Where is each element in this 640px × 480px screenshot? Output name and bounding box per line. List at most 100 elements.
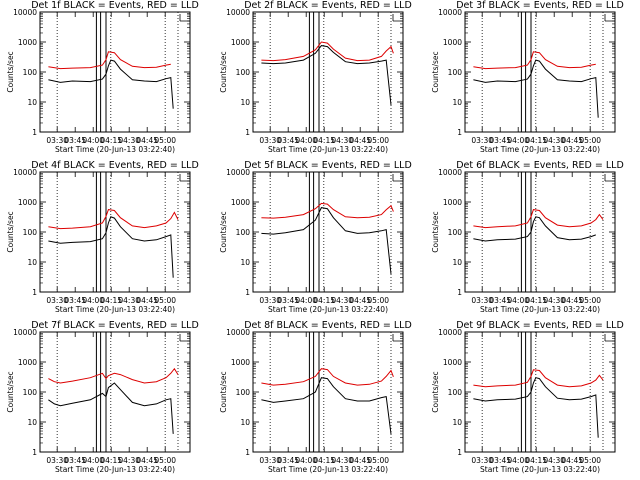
x-tick-label: 03:30 <box>259 296 281 305</box>
x-tick-label: 03:30 <box>46 456 68 465</box>
y-tick-label: 10 <box>240 418 250 427</box>
x-axis-label: Start Time (20-Jun-13 03:22:40) <box>268 305 388 314</box>
plot-frame <box>252 171 404 293</box>
panel-title: Det 6f BLACK = Events, RED = LLD <box>456 160 624 171</box>
y-tick-label: 100 <box>23 68 38 77</box>
panel-title: Det 4f BLACK = Events, RED = LLD <box>31 160 199 171</box>
x-tick-label: 03:45 <box>277 136 299 145</box>
y-tick-label: 100 <box>236 68 251 77</box>
x-tick-label: 04:15 <box>313 456 335 465</box>
detector-panel-2: Det 2f BLACK = Events, RED = LLD 1 10 100 10… <box>219 0 412 154</box>
y-axis-label: Counts/sec <box>219 211 228 252</box>
plot-frame <box>39 331 191 453</box>
y-tick-label: 10000 <box>438 8 462 17</box>
x-tick-label: 05:00 <box>579 456 601 465</box>
y-tick-label: 100 <box>448 228 463 237</box>
y-tick-label: 10 <box>27 418 37 427</box>
x-tick-label: 04:45 <box>349 456 371 465</box>
x-tick-label: 04:45 <box>561 456 583 465</box>
x-tick-label: 04:45 <box>136 456 158 465</box>
x-tick-label: 03:45 <box>277 296 299 305</box>
panel-title: Det 2f BLACK = Events, RED = LLD <box>244 0 412 11</box>
x-tick-label: 04:30 <box>331 296 353 305</box>
x-tick-label: 04:30 <box>543 136 565 145</box>
y-tick-label: 10000 <box>226 8 250 17</box>
series-line-events <box>48 382 174 434</box>
y-tick-label: 1 <box>457 128 462 137</box>
x-tick-label: 03:45 <box>64 136 86 145</box>
y-tick-label: 10 <box>240 98 250 107</box>
detector-panel-5: Det 5f BLACK = Events, RED = LLD 1 10 100 10… <box>219 160 412 314</box>
x-tick-label: 03:30 <box>259 456 281 465</box>
x-tick-label: 04:30 <box>543 296 565 305</box>
range-bracket <box>604 334 615 342</box>
detector-panel-4: Det 4f BLACK = Events, RED = LLD 1 10 100 10… <box>6 160 199 314</box>
y-tick-label: 1000 <box>443 198 462 207</box>
x-tick-label: 05:00 <box>579 136 601 145</box>
plot-frame <box>252 331 404 453</box>
plot-frame <box>39 171 191 293</box>
x-tick-label: 04:15 <box>313 136 335 145</box>
x-tick-label: 04:00 <box>295 296 317 305</box>
x-tick-label: 03:30 <box>471 296 493 305</box>
y-axis-label: Counts/sec <box>431 51 440 92</box>
x-tick-label: 03:30 <box>471 456 493 465</box>
x-tick-label: 04:30 <box>118 456 140 465</box>
y-tick-label: 10000 <box>438 328 462 337</box>
detector-panel-7: Det 7f BLACK = Events, RED = LLD 1 10 100 10… <box>6 320 199 474</box>
range-bracket <box>604 14 615 22</box>
x-tick-label: 04:45 <box>349 136 371 145</box>
series-line-lld <box>48 367 179 384</box>
x-tick-label: 04:15 <box>525 456 547 465</box>
series-line-events <box>261 207 392 274</box>
x-tick-label: 03:30 <box>46 136 68 145</box>
x-tick-label: 05:00 <box>367 136 389 145</box>
x-tick-label: 04:45 <box>136 136 158 145</box>
panel-title: Det 8f BLACK = Events, RED = LLD <box>244 320 412 331</box>
y-tick-label: 100 <box>448 68 463 77</box>
x-tick-label: 04:45 <box>561 136 583 145</box>
x-axis-label: Start Time (20-Jun-13 03:22:40) <box>480 305 600 314</box>
x-tick-label: 03:30 <box>259 136 281 145</box>
y-tick-label: 10000 <box>226 168 250 177</box>
panel-title: Det 9f BLACK = Events, RED = LLD <box>456 320 624 331</box>
y-tick-label: 10 <box>27 98 37 107</box>
x-tick-label: 04:00 <box>507 296 529 305</box>
y-tick-label: 1000 <box>443 358 462 367</box>
x-tick-label: 05:00 <box>367 456 389 465</box>
x-tick-label: 05:00 <box>579 296 601 305</box>
x-tick-label: 04:30 <box>118 136 140 145</box>
detector-panel-3: Det 3f BLACK = Events, RED = LLD 1 10 100 10… <box>431 0 624 154</box>
series-line-events <box>473 377 599 438</box>
x-tick-label: 04:00 <box>507 456 529 465</box>
series-line-events <box>48 59 174 109</box>
y-axis-label: Counts/sec <box>6 371 15 412</box>
series-line-lld <box>48 51 171 70</box>
detector-panel-6: Det 6f BLACK = Events, RED = LLD 1 10 100 10… <box>431 160 624 314</box>
y-tick-label: 1000 <box>443 38 462 47</box>
y-axis-label: Counts/sec <box>6 211 15 252</box>
x-tick-label: 05:00 <box>154 136 176 145</box>
range-bracket <box>392 14 403 22</box>
range-bracket <box>179 334 190 342</box>
y-axis-label: Counts/sec <box>431 211 440 252</box>
y-tick-label: 100 <box>23 388 38 397</box>
y-tick-label: 10 <box>452 258 462 267</box>
y-axis-label: Counts/sec <box>431 371 440 412</box>
series-line-events <box>261 45 392 105</box>
plot-frame <box>464 171 616 293</box>
x-tick-label: 03:45 <box>64 296 86 305</box>
x-tick-label: 04:45 <box>349 296 371 305</box>
panel-title: Det 5f BLACK = Events, RED = LLD <box>244 160 412 171</box>
x-tick-label: 04:30 <box>118 296 140 305</box>
y-tick-label: 1 <box>457 448 462 457</box>
y-tick-label: 10000 <box>226 328 250 337</box>
panel-title: Det 7f BLACK = Events, RED = LLD <box>31 320 199 331</box>
x-tick-label: 05:00 <box>154 296 176 305</box>
y-tick-label: 10000 <box>13 8 37 17</box>
x-tick-label: 04:00 <box>82 296 104 305</box>
x-tick-label: 04:15 <box>100 136 122 145</box>
series-line-events <box>473 216 596 242</box>
x-tick-label: 04:15 <box>313 296 335 305</box>
x-axis-label: Start Time (20-Jun-13 03:22:40) <box>55 465 175 474</box>
